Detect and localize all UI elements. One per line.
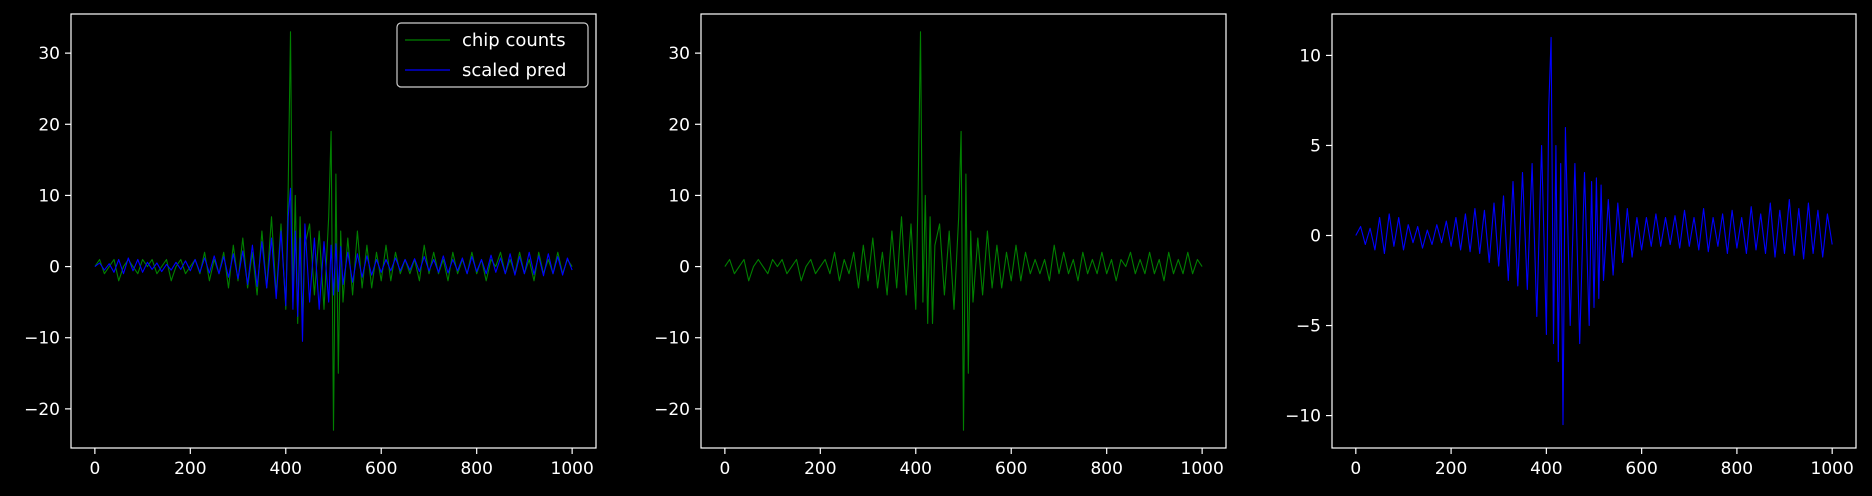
y-tick-label: −20 [654, 400, 690, 420]
x-tick-label: 400 [900, 459, 932, 479]
series-line-scaled-pred [94, 187, 573, 342]
chart-panel-chip-counts-and-scaled-pred: 0 200 400 600 800 1000 −20 −10 0 10 20 30 [24, 13, 597, 479]
x-tick-label: 600 [1625, 459, 1657, 479]
axes-frame [1331, 13, 1857, 449]
x-tick-label: 0 [89, 459, 100, 479]
legend-label-chip-counts: chip counts [462, 30, 566, 51]
x-tick-label: 800 [1721, 459, 1753, 479]
y-tick-label: 30 [38, 44, 60, 64]
y-tick-label: 0 [49, 258, 60, 278]
x-tick-label: 1000 [1811, 459, 1854, 479]
axes-frame [70, 13, 597, 449]
x-tick-label: 1000 [1181, 459, 1224, 479]
series-line-series-0 [724, 31, 1203, 431]
x-tick-label: 0 [719, 459, 730, 479]
x-tick-label: 800 [460, 459, 492, 479]
legend-label-scaled-pred: scaled pred [462, 60, 566, 81]
chart-panel-scaled-pred: 0 200 400 600 800 1000 −10 −5 0 5 10 [1285, 13, 1857, 479]
x-tick-label: 200 [804, 459, 836, 479]
x-tick-label: 600 [995, 459, 1027, 479]
y-tick-label: 20 [668, 115, 690, 135]
y-tick-label: 5 [1310, 136, 1321, 156]
series-line-chip-counts [94, 31, 573, 431]
y-tick-label: −5 [1296, 317, 1321, 337]
y-tick-label: 10 [38, 186, 60, 206]
axes-frame [700, 13, 1227, 449]
x-tick-label: 1000 [551, 459, 594, 479]
y-tick-label: 0 [679, 258, 690, 278]
x-tick-label: 200 [174, 459, 206, 479]
series-line-series-0 [1355, 36, 1833, 426]
x-tick-label: 400 [270, 459, 302, 479]
y-tick-label: −10 [1285, 407, 1321, 427]
y-tick-label: −20 [24, 400, 60, 420]
legend: chip counts scaled pred [396, 22, 589, 88]
y-tick-label: 30 [668, 44, 690, 64]
legend-frame [396, 22, 589, 88]
x-tick-label: 600 [365, 459, 397, 479]
y-tick-label: 0 [1310, 227, 1321, 247]
chart-panel-chip-counts: 0 200 400 600 800 1000 −20 −10 0 10 20 30 [654, 13, 1227, 479]
y-tick-label: 10 [668, 186, 690, 206]
y-tick-label: 20 [38, 115, 60, 135]
x-tick-label: 0 [1350, 459, 1361, 479]
y-tick-label: 10 [1299, 46, 1321, 66]
y-tick-label: −10 [654, 329, 690, 349]
y-tick-label: −10 [24, 329, 60, 349]
x-tick-label: 400 [1530, 459, 1562, 479]
x-tick-label: 200 [1435, 459, 1467, 479]
x-tick-label: 800 [1090, 459, 1122, 479]
